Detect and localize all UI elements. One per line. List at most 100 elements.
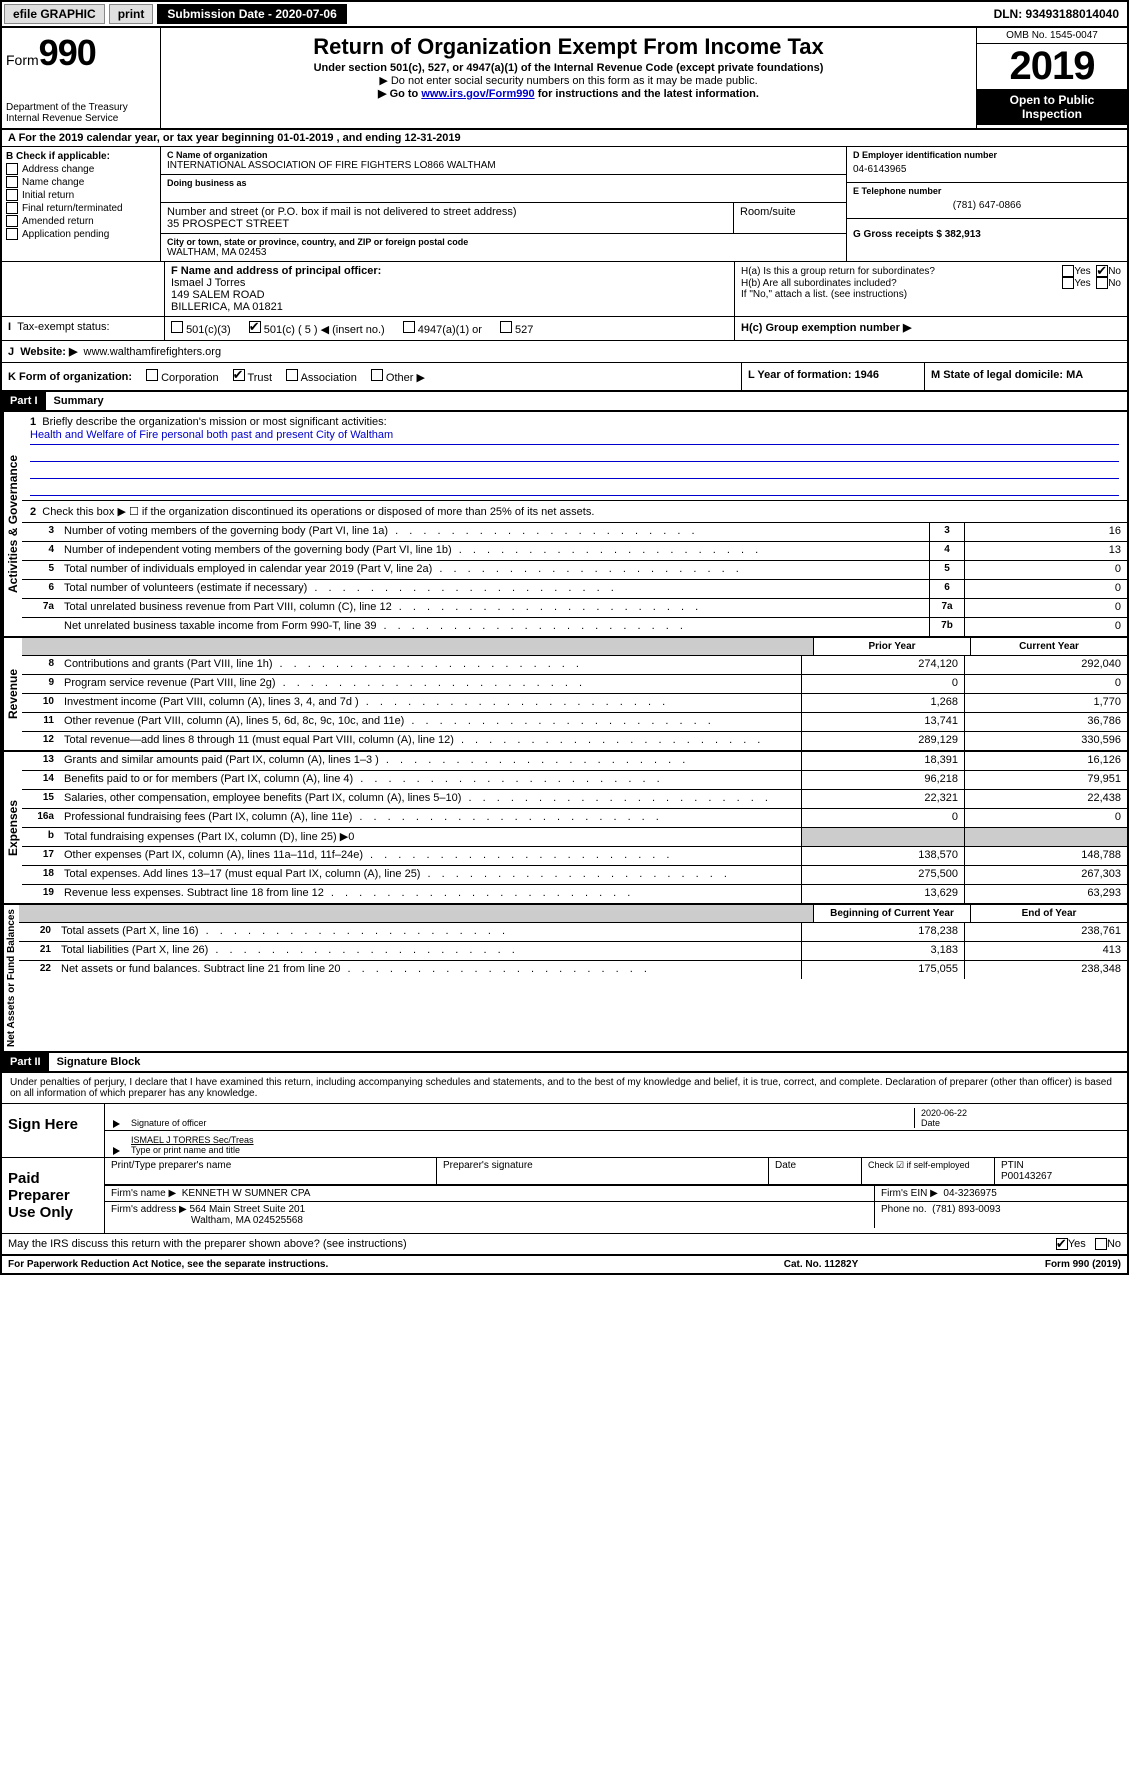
- q1-text: Briefly describe the organization's miss…: [42, 416, 386, 428]
- chk-corp[interactable]: [146, 369, 158, 381]
- table-row: 4Number of independent voting members of…: [22, 542, 1127, 561]
- e-phone-label: E Telephone number: [853, 186, 1121, 196]
- b-label: B Check if applicable:: [6, 151, 156, 162]
- table-row: 21Total liabilities (Part X, line 26)3,1…: [19, 942, 1127, 961]
- prep-name-label: Print/Type preparer's name: [105, 1158, 436, 1185]
- discuss-yes[interactable]: [1056, 1238, 1068, 1250]
- e-phone-value: (781) 647-0866: [853, 196, 1121, 215]
- page-footer: For Paperwork Reduction Act Notice, see …: [0, 1256, 1129, 1275]
- firm-ein-label: Firm's EIN ▶: [881, 1188, 938, 1199]
- firm-ein-value: 04-3236975: [943, 1188, 996, 1199]
- m-state-domicile: M State of legal domicile: MA: [925, 363, 1127, 390]
- d-ein-label: D Employer identification number: [853, 150, 1121, 160]
- part1-header-row: Part I Summary: [0, 392, 1129, 412]
- dln-label: DLN: 93493188014040: [994, 7, 1125, 21]
- discuss-question: May the IRS discuss this return with the…: [8, 1238, 1056, 1250]
- b-amended[interactable]: Amended return: [6, 215, 156, 227]
- firm-name-label: Firm's name ▶: [111, 1188, 176, 1199]
- ha-no[interactable]: [1096, 265, 1108, 277]
- sig-date-value: 2020-06-22: [921, 1108, 1121, 1118]
- c-name-label: C Name of organization: [167, 150, 840, 160]
- omb-number: OMB No. 1545-0047: [977, 28, 1127, 44]
- perjury-declaration: Under penalties of perjury, I declare th…: [2, 1073, 1127, 1103]
- part2-title: Signature Block: [49, 1053, 149, 1071]
- dba-label: Doing business as: [167, 178, 840, 188]
- print-button[interactable]: print: [109, 4, 154, 24]
- table-row: 12Total revenue—add lines 8 through 11 (…: [22, 732, 1127, 750]
- signature-block: Under penalties of perjury, I declare th…: [0, 1073, 1129, 1256]
- b-final-return[interactable]: Final return/terminated: [6, 202, 156, 214]
- part1-revenue-section: Revenue Prior Year Current Year 8Contrib…: [0, 638, 1129, 752]
- chk-other[interactable]: [371, 369, 383, 381]
- submission-date: Submission Date - 2020-07-06: [157, 4, 346, 24]
- b-name-change[interactable]: Name change: [6, 176, 156, 188]
- hb-no[interactable]: [1096, 277, 1108, 289]
- firm-phone-value: (781) 893-0093: [932, 1204, 1000, 1215]
- prep-date-label: Date: [768, 1158, 861, 1185]
- part1-expenses-section: Expenses 13Grants and similar amounts pa…: [0, 752, 1129, 905]
- sign-here-label: Sign Here: [2, 1104, 105, 1157]
- firm-addr-label: Firm's address ▶: [111, 1204, 187, 1215]
- ptin-label: PTIN: [1001, 1160, 1121, 1171]
- sig-officer-label: Signature of officer: [131, 1118, 914, 1128]
- table-row: 5Total number of individuals employed in…: [22, 561, 1127, 580]
- chk-4947[interactable]: [403, 321, 415, 333]
- form-title: Return of Organization Exempt From Incom…: [169, 34, 968, 60]
- table-row: 9Program service revenue (Part VIII, lin…: [22, 675, 1127, 694]
- part1-title: Summary: [46, 392, 112, 410]
- hb-label: H(b) Are all subordinates included?: [741, 278, 1062, 289]
- website-value[interactable]: www.walthamfirefighters.org: [84, 346, 222, 358]
- table-row: 6Total number of volunteers (estimate if…: [22, 580, 1127, 599]
- f-officer-addr1: 149 SALEM ROAD: [171, 289, 728, 301]
- f-officer-label: F Name and address of principal officer:: [171, 265, 728, 277]
- city-label: City or town, state or province, country…: [167, 237, 840, 247]
- b-initial-return[interactable]: Initial return: [6, 189, 156, 201]
- footer-mid: Cat. No. 11282Y: [721, 1259, 921, 1270]
- irs-label: Internal Revenue Service: [6, 113, 156, 124]
- hb-yes[interactable]: [1062, 277, 1074, 289]
- city-value: WALTHAM, MA 02453: [167, 247, 840, 258]
- hb-note: If "No," attach a list. (see instruction…: [741, 289, 1121, 300]
- part1-netassets-section: Net Assets or Fund Balances Beginning of…: [0, 905, 1129, 1053]
- prior-year-header: Prior Year: [813, 638, 970, 655]
- end-year-header: End of Year: [970, 905, 1127, 922]
- table-row: 22Net assets or fund balances. Subtract …: [19, 961, 1127, 979]
- chk-501c[interactable]: [249, 321, 261, 333]
- firm-city-value: Waltham, MA 024525568: [111, 1215, 868, 1226]
- entity-info-section: A For the 2019 calendar year, or tax yea…: [0, 130, 1129, 392]
- ha-yes[interactable]: [1062, 265, 1074, 277]
- firm-addr-value: 564 Main Street Suite 201: [190, 1204, 306, 1215]
- dept-label: Department of the Treasury: [6, 102, 156, 113]
- form-subtitle: Under section 501(c), 527, or 4947(a)(1)…: [169, 62, 968, 74]
- chk-trust[interactable]: [233, 369, 245, 381]
- addr-value: 35 PROSPECT STREET: [167, 218, 727, 230]
- current-year-header: Current Year: [970, 638, 1127, 655]
- part1-governance-section: Activities & Governance 1 Briefly descri…: [0, 412, 1129, 638]
- chk-527[interactable]: [500, 321, 512, 333]
- table-row: 20Total assets (Part X, line 16)178,2382…: [19, 923, 1127, 942]
- footer-right: Form 990 (2019): [921, 1259, 1121, 1270]
- table-row: 15Salaries, other compensation, employee…: [22, 790, 1127, 809]
- discuss-no[interactable]: [1095, 1238, 1107, 1250]
- table-row: 18Total expenses. Add lines 13–17 (must …: [22, 866, 1127, 885]
- b-app-pending[interactable]: Application pending: [6, 228, 156, 240]
- form-header: Form990 Department of the Treasury Inter…: [0, 28, 1129, 130]
- chk-assoc[interactable]: [286, 369, 298, 381]
- form-note1: ▶ Do not enter social security numbers o…: [169, 74, 968, 87]
- chk-501c3[interactable]: [171, 321, 183, 333]
- website-row: J Website: ▶ www.walthamfirefighters.org: [2, 341, 1127, 362]
- table-row: bTotal fundraising expenses (Part IX, co…: [22, 828, 1127, 847]
- room-label: Room/suite: [740, 206, 840, 218]
- self-employed-check[interactable]: Check ☑ if self-employed: [861, 1158, 994, 1185]
- form-note2: ▶ Go to www.irs.gov/Form990 for instruct…: [169, 87, 968, 100]
- table-row: 16aProfessional fundraising fees (Part I…: [22, 809, 1127, 828]
- k-label: K Form of organization:: [8, 371, 132, 383]
- b-address-change[interactable]: Address change: [6, 163, 156, 175]
- d-ein-value: 04-6143965: [853, 160, 1121, 179]
- q2-text: Check this box ▶ ☐ if the organization d…: [42, 506, 594, 518]
- efile-button[interactable]: efile GRAPHIC: [4, 4, 105, 24]
- f-officer-name: Ismael J Torres: [171, 277, 728, 289]
- firm-phone-label: Phone no.: [881, 1204, 927, 1215]
- table-row: 10Investment income (Part VIII, column (…: [22, 694, 1127, 713]
- irs-link[interactable]: www.irs.gov/Form990: [421, 88, 534, 100]
